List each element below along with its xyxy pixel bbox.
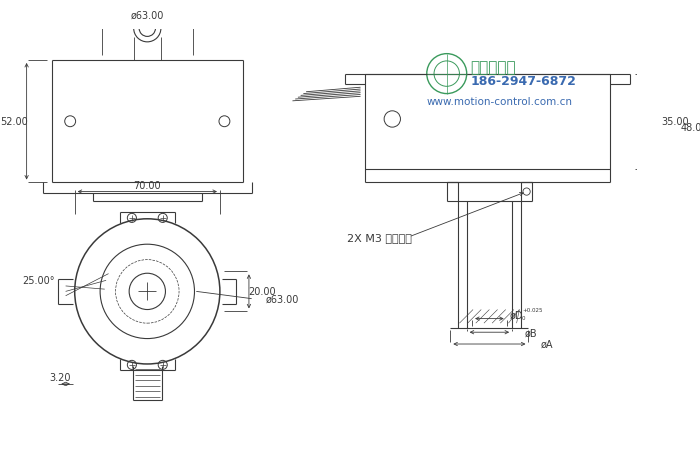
Text: 20.00: 20.00	[248, 287, 275, 297]
Text: 186-2947-6872: 186-2947-6872	[470, 75, 576, 88]
Text: øA: øA	[541, 339, 554, 349]
Text: øB: øB	[525, 327, 538, 338]
Text: øD: øD	[510, 310, 523, 320]
Text: 25.00°: 25.00°	[22, 276, 55, 286]
Text: +0.025: +0.025	[522, 307, 543, 313]
Text: 35.00: 35.00	[661, 117, 689, 127]
Text: ø63.00: ø63.00	[131, 11, 164, 20]
Text: 西安德伍拓: 西安德伍拓	[470, 60, 516, 75]
Text: ø63.00: ø63.00	[265, 294, 299, 304]
Text: www.motion-control.com.cn: www.motion-control.com.cn	[427, 97, 573, 106]
Text: 3.20: 3.20	[49, 372, 71, 382]
Text: 52.00: 52.00	[0, 117, 28, 127]
Text: 2X M3 固定螺釘: 2X M3 固定螺釘	[347, 232, 412, 243]
Text: 0: 0	[522, 315, 526, 320]
Text: 70.00: 70.00	[134, 181, 161, 191]
Text: 48.00: 48.00	[681, 122, 700, 132]
